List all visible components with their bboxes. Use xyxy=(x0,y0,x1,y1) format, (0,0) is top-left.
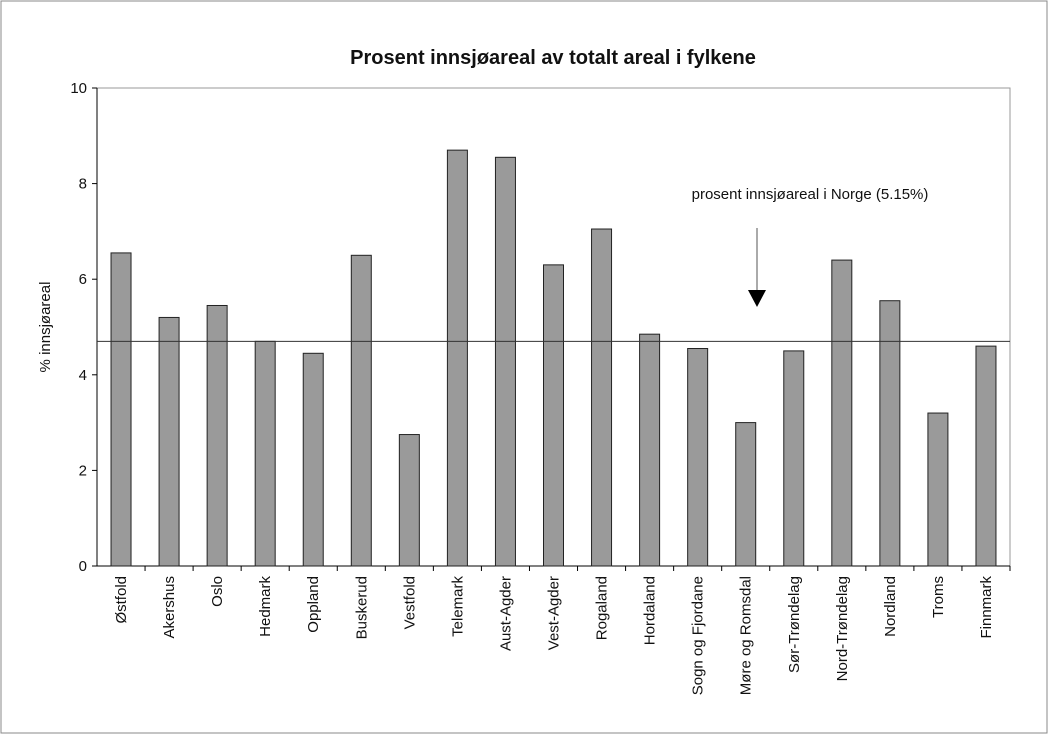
x-tick-label: Østfold xyxy=(113,576,130,624)
bar xyxy=(206,304,228,567)
bar xyxy=(927,412,949,567)
bar xyxy=(687,348,709,567)
arrow-head xyxy=(748,290,766,307)
bar xyxy=(302,352,324,567)
x-tick-label: Aust-Agder xyxy=(497,576,514,651)
x-tick-label: Sogn og Fjordane xyxy=(690,576,707,695)
bar xyxy=(398,434,420,567)
bar xyxy=(879,300,901,567)
bar xyxy=(591,228,613,567)
bar xyxy=(494,156,516,567)
x-tick-label: Sør-Trøndelag xyxy=(786,576,803,673)
y-tick-label: 0 xyxy=(79,558,87,575)
bar xyxy=(639,333,661,567)
x-tick-label: Oppland xyxy=(305,576,322,633)
x-tick-label: Vest-Agder xyxy=(546,576,563,650)
bar xyxy=(975,345,997,567)
x-tick-label: Nord-Trøndelag xyxy=(834,576,851,681)
y-axis-label: % innsjøareal xyxy=(37,282,54,373)
x-tick-label: Møre og Romsdal xyxy=(738,576,755,695)
bar xyxy=(831,259,853,567)
y-tick-label: 2 xyxy=(79,462,87,479)
bar xyxy=(158,316,180,567)
y-tick-label: 4 xyxy=(79,367,87,384)
x-tick-label: Oslo xyxy=(209,576,226,607)
bar xyxy=(446,149,468,567)
x-tick-label: Hedmark xyxy=(257,576,274,637)
x-tick-label: Finnmark xyxy=(978,576,995,639)
bar xyxy=(254,340,276,567)
x-tick-label: Vestfold xyxy=(401,576,418,629)
y-tick-label: 6 xyxy=(79,271,87,288)
y-tick-label: 10 xyxy=(70,80,87,97)
bar xyxy=(350,254,372,567)
x-tick-label: Nordland xyxy=(882,576,899,637)
bar xyxy=(735,422,757,567)
x-tick-label: Buskerud xyxy=(353,576,370,639)
bar xyxy=(543,264,564,567)
x-tick-label: Rogaland xyxy=(594,576,611,640)
x-tick-label: Akershus xyxy=(161,576,178,639)
bar xyxy=(110,252,132,567)
y-tick-label: 8 xyxy=(79,176,87,193)
chart-title: Prosent innsjøareal av totalt areal i fy… xyxy=(350,47,756,69)
x-tick-label: Hordaland xyxy=(642,576,659,645)
bar xyxy=(783,350,805,567)
x-tick-label: Telemark xyxy=(449,576,466,637)
x-tick-label: Troms xyxy=(930,576,947,618)
annotation: prosent innsjøareal i Norge (5.15%) xyxy=(692,186,929,203)
